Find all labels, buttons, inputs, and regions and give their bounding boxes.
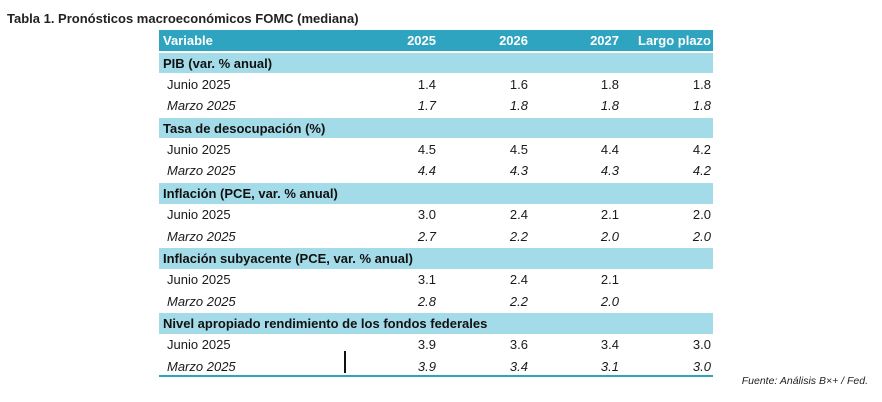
cell-2027: 2.1 bbox=[600, 206, 619, 222]
table-title: Tabla 1. Pronósticos macroeconómicos FOM… bbox=[7, 11, 359, 26]
header-2025: 2025 bbox=[407, 32, 436, 48]
section-row-pib: PIB (var. % anual) bbox=[159, 51, 713, 74]
cell-long-term: 1.8 bbox=[692, 76, 711, 92]
table-row: Marzo 2025 1.7 1.8 1.8 1.8 bbox=[159, 95, 713, 117]
row-label: Junio 2025 bbox=[167, 336, 231, 352]
section-label: PIB (var. % anual) bbox=[163, 55, 273, 71]
cell-long-term: 3.0 bbox=[692, 358, 711, 374]
table-header-row: Variable 2025 2026 2027 Largo plazo bbox=[159, 30, 713, 52]
cell-long-term: 1.8 bbox=[692, 98, 711, 114]
cell-2025: 3.1 bbox=[417, 271, 436, 287]
cell-2027: 3.1 bbox=[600, 358, 619, 374]
table-row: Marzo 2025 2.8 2.2 2.0 bbox=[159, 290, 713, 312]
cell-long-term: 4.2 bbox=[692, 163, 711, 179]
section-row-fed-funds: Nivel apropiado rendimiento de los fondo… bbox=[159, 311, 713, 334]
section-label: Inflación (PCE, var. % anual) bbox=[163, 185, 338, 201]
cell-2025: 1.7 bbox=[417, 98, 436, 114]
section-label: Inflación subyacente (PCE, var. % anual) bbox=[163, 250, 413, 266]
cell-2027: 4.3 bbox=[600, 163, 619, 179]
cell-long-term: 4.2 bbox=[692, 141, 711, 157]
table-row: Junio 2025 3.1 2.4 2.1 bbox=[159, 268, 713, 291]
table-row: Marzo 2025 2.7 2.2 2.0 2.0 bbox=[159, 225, 713, 247]
cell-2025: 3.9 bbox=[417, 358, 436, 374]
row-label: Marzo 2025 bbox=[167, 228, 236, 244]
cell-long-term: 3.0 bbox=[692, 336, 711, 352]
cell-2025: 4.5 bbox=[417, 141, 436, 157]
cell-2027: 4.4 bbox=[600, 141, 619, 157]
header-2026: 2026 bbox=[499, 32, 528, 48]
cell-2027: 1.8 bbox=[600, 98, 619, 114]
cell-2027: 2.0 bbox=[600, 228, 619, 244]
row-label: Junio 2025 bbox=[167, 141, 231, 157]
cell-2027: 1.8 bbox=[600, 76, 619, 92]
table-row: Marzo 2025 3.9 3.4 3.1 3.0 bbox=[159, 355, 713, 377]
cell-long-term: 2.0 bbox=[692, 228, 711, 244]
row-label: Junio 2025 bbox=[167, 76, 231, 92]
cell-2026: 2.2 bbox=[509, 293, 528, 309]
cell-2027: 2.1 bbox=[600, 271, 619, 287]
cell-2026: 2.4 bbox=[509, 206, 528, 222]
section-row-inflation: Inflación (PCE, var. % anual) bbox=[159, 181, 713, 204]
row-label: Junio 2025 bbox=[167, 271, 231, 287]
forecast-table: Variable 2025 2026 2027 Largo plazo PIB … bbox=[159, 30, 713, 377]
table-bottom-rule bbox=[159, 375, 713, 377]
row-label: Marzo 2025 bbox=[167, 163, 236, 179]
cell-2026: 4.5 bbox=[509, 141, 528, 157]
table-row: Junio 2025 3.0 2.4 2.1 2.0 bbox=[159, 203, 713, 226]
cell-2025: 3.0 bbox=[417, 206, 436, 222]
cell-2026: 2.4 bbox=[509, 271, 528, 287]
cell-2026: 1.6 bbox=[509, 76, 528, 92]
cell-2025: 2.8 bbox=[417, 293, 436, 309]
table-row: Marzo 2025 4.4 4.3 4.3 4.2 bbox=[159, 160, 713, 182]
table-row: Junio 2025 4.5 4.5 4.4 4.2 bbox=[159, 138, 713, 161]
source-note: Fuente: Análisis B×+ / Fed. bbox=[741, 375, 868, 387]
section-label: Nivel apropiado rendimiento de los fondo… bbox=[163, 315, 488, 331]
row-label: Marzo 2025 bbox=[167, 98, 236, 114]
row-label: Marzo 2025 bbox=[167, 293, 236, 309]
cell-2025: 4.4 bbox=[417, 163, 436, 179]
row-label: Junio 2025 bbox=[167, 206, 231, 222]
row-label: Marzo 2025 bbox=[167, 358, 236, 374]
section-row-unemployment: Tasa de desocupación (%) bbox=[159, 116, 713, 139]
header-long-term: Largo plazo bbox=[638, 32, 711, 48]
header-variable: Variable bbox=[163, 32, 213, 48]
cell-2026: 4.3 bbox=[509, 163, 528, 179]
header-2027: 2027 bbox=[590, 32, 619, 48]
section-row-core-inflation: Inflación subyacente (PCE, var. % anual) bbox=[159, 246, 713, 269]
cell-2026: 3.6 bbox=[509, 336, 528, 352]
cell-2026: 2.2 bbox=[509, 228, 528, 244]
table-row: Junio 2025 1.4 1.6 1.8 1.8 bbox=[159, 73, 713, 96]
text-cursor bbox=[344, 351, 346, 373]
cell-2025: 1.4 bbox=[417, 76, 436, 92]
table-row: Junio 2025 3.9 3.6 3.4 3.0 bbox=[159, 333, 713, 356]
cell-2025: 3.9 bbox=[417, 336, 436, 352]
cell-2025: 2.7 bbox=[417, 228, 436, 244]
section-label: Tasa de desocupación (%) bbox=[163, 120, 326, 136]
cell-long-term: 2.0 bbox=[692, 206, 711, 222]
cell-2026: 1.8 bbox=[509, 98, 528, 114]
cell-2027: 2.0 bbox=[600, 293, 619, 309]
cell-2027: 3.4 bbox=[600, 336, 619, 352]
cell-2026: 3.4 bbox=[509, 358, 528, 374]
